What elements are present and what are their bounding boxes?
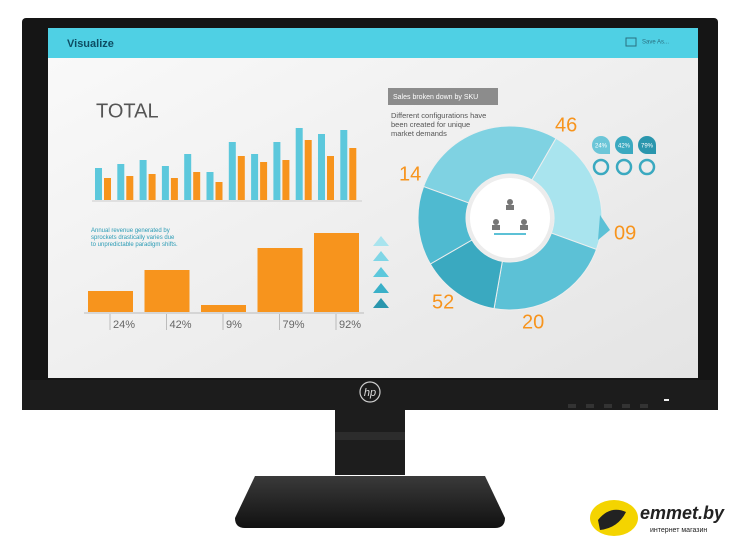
power-led (664, 399, 669, 401)
small-bar (260, 162, 268, 200)
badge (615, 136, 633, 154)
stand-hinge (335, 432, 405, 440)
small-bars (92, 128, 362, 202)
donut-label: 20 (522, 311, 544, 333)
org-node (507, 199, 513, 205)
revenue-label: 9% (226, 319, 242, 331)
triangles (373, 236, 389, 308)
revenue-label: 92% (339, 319, 361, 331)
triangle (373, 251, 389, 261)
small-bar (193, 172, 201, 200)
small-bar (340, 130, 348, 200)
sku-note-line: Different configurations have (391, 111, 486, 120)
small-bar (95, 168, 102, 200)
small-bar (117, 164, 125, 200)
badge-label: 79% (641, 144, 654, 150)
small-bar (237, 156, 245, 200)
org-node-body (492, 225, 500, 230)
donut-label: 14 (399, 163, 421, 185)
watermark-site: emmet.by (640, 503, 725, 523)
donut-label: 09 (614, 222, 636, 244)
small-bar (161, 166, 169, 200)
donut-center (470, 178, 550, 258)
revenue-bar (257, 248, 303, 312)
small-bar (148, 174, 156, 200)
app-title: Visualize (67, 38, 114, 50)
small-bar (170, 178, 178, 200)
small-bar (282, 160, 290, 200)
logo-ring (359, 381, 381, 403)
badge (638, 136, 656, 154)
watermark-bee (598, 509, 626, 530)
badge-ring (638, 158, 656, 176)
badge-label: 24% (595, 144, 608, 150)
donut-segment (531, 137, 603, 251)
badge-ring (592, 158, 610, 176)
revenue-note: Annual revenue generated by sprockets dra… (91, 228, 178, 248)
revenue-bars: 24% 42% 9% 79% 92% (84, 233, 364, 331)
small-bar (251, 154, 259, 200)
triangle (373, 283, 389, 293)
total-title: TOTAL (96, 100, 159, 122)
small-bar (126, 176, 134, 200)
small-bar (184, 154, 192, 200)
triangle (373, 267, 389, 277)
donut-segment (493, 232, 598, 311)
app-header (48, 28, 698, 58)
watermark-tagline: интернет магазин (650, 527, 707, 534)
triangle (373, 236, 389, 246)
revenue-label: 24% (113, 319, 135, 331)
sku-box (388, 88, 498, 105)
org-node (493, 219, 499, 225)
donut: 14 46 09 52 20 (399, 114, 636, 333)
sku-title: Sales broken down by SKU (393, 94, 478, 101)
stand-base (235, 476, 505, 528)
revenue-bar (314, 233, 359, 312)
org-node-body (520, 225, 528, 230)
small-bar (104, 178, 111, 200)
sku-note-line: been created for unique (391, 120, 470, 129)
small-bar (206, 172, 214, 200)
revenue-label: 79% (283, 319, 305, 331)
donut-label: 52 (432, 291, 454, 313)
revenue-note-text: Annual revenue generated by sprockets dra… (91, 228, 178, 248)
small-bar (295, 128, 303, 200)
donut-segment (422, 125, 557, 204)
small-bar (273, 142, 281, 200)
small-bar (139, 160, 147, 200)
small-bar (327, 156, 334, 200)
buttons (568, 404, 648, 408)
donut-arrow (598, 215, 610, 240)
org-node-body (506, 205, 514, 210)
triangle (373, 298, 389, 308)
badge (592, 136, 610, 154)
sku-note-line: market demands (391, 129, 447, 138)
donut-segment (417, 185, 473, 265)
monitor-chin (22, 380, 718, 410)
revenue-label: 42% (170, 319, 192, 331)
small-bar (349, 148, 357, 200)
small-bar (304, 140, 312, 200)
revenue-bar (88, 291, 133, 312)
badges: 24% 42% 79% (592, 136, 656, 176)
revenue-bar (144, 270, 190, 312)
small-bar (228, 142, 236, 200)
logo: hp (364, 387, 376, 399)
org-node (521, 219, 527, 225)
donut-label: 46 (555, 114, 577, 136)
small-bar (318, 134, 325, 200)
small-bar (215, 182, 223, 200)
revenue-bar (201, 305, 246, 312)
badge-label: 42% (618, 144, 631, 150)
save-icon[interactable] (625, 37, 637, 47)
save-button[interactable]: Save As... (642, 40, 669, 46)
badge-ring (615, 158, 633, 176)
